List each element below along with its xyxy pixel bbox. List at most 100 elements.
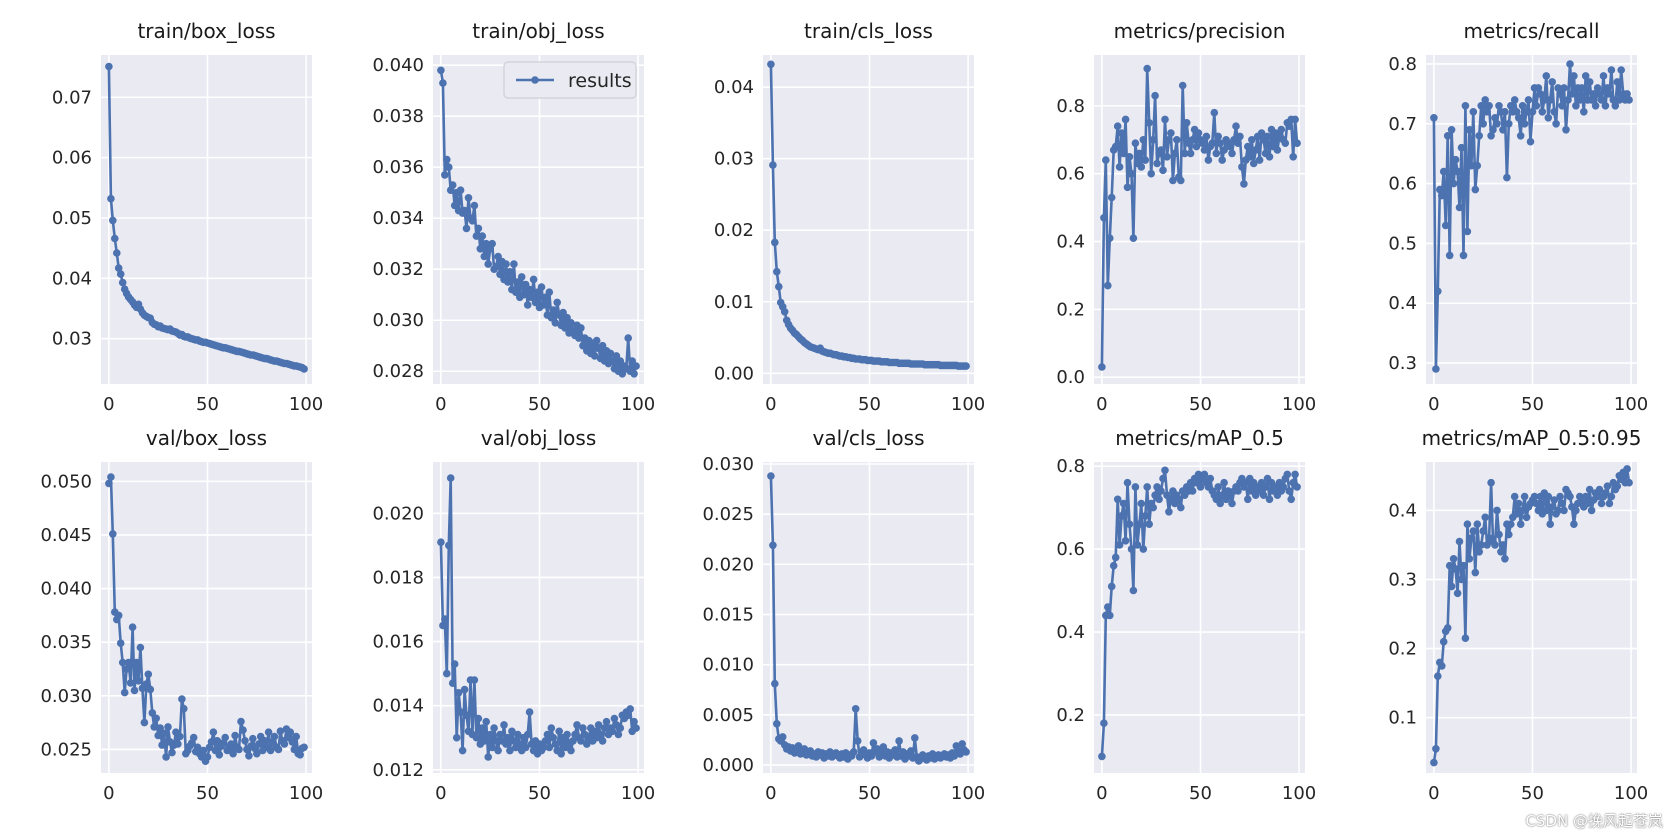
data-point — [213, 737, 222, 745]
data-point — [215, 751, 224, 759]
data-point — [260, 737, 269, 745]
data-point — [551, 319, 560, 327]
data-point — [1520, 492, 1529, 501]
data-point — [1562, 126, 1570, 134]
x-tick-label: 50 — [1521, 783, 1544, 804]
data-point — [1471, 185, 1480, 194]
data-point — [1143, 64, 1151, 73]
data-point — [1459, 251, 1468, 260]
data-point — [1445, 561, 1454, 570]
data-point — [270, 732, 279, 741]
data-point — [1585, 485, 1594, 494]
data-point — [476, 245, 485, 253]
data-point — [1287, 495, 1295, 504]
data-point — [573, 721, 581, 729]
data-point — [602, 717, 611, 726]
panel-train-obj-loss: 0 50 100 0.028 0.030 0.032 0.034 0.036 0.038 0.04… — [372, 19, 655, 415]
data-point — [1597, 499, 1606, 508]
data-point — [1188, 487, 1197, 495]
x-tick-label: 0 — [1096, 394, 1107, 415]
data-point — [1455, 537, 1464, 546]
x-tick-label: 100 — [1614, 783, 1648, 804]
data-point — [563, 730, 571, 739]
data-point — [891, 746, 899, 754]
data-point — [1507, 520, 1515, 528]
data-point — [1493, 120, 1501, 128]
data-point — [583, 740, 591, 748]
data-point — [1570, 520, 1578, 528]
data-point — [276, 727, 285, 735]
data-point — [164, 723, 172, 731]
data-point — [1447, 582, 1456, 591]
y-tick-label: 0.038 — [372, 106, 424, 127]
data-point — [1248, 136, 1256, 144]
data-point — [911, 734, 919, 742]
data-point — [1111, 142, 1120, 151]
data-point — [1196, 483, 1205, 491]
data-point — [209, 728, 218, 736]
data-point — [1234, 487, 1242, 495]
data-point — [1257, 129, 1266, 137]
data-point — [1447, 126, 1456, 134]
data-point — [1109, 561, 1118, 570]
data-point — [1558, 102, 1566, 110]
data-point — [1507, 102, 1515, 110]
data-point — [107, 194, 115, 203]
data-point — [1244, 495, 1252, 504]
x-tick-label: 100 — [1614, 394, 1648, 415]
data-point — [767, 472, 775, 480]
data-point — [1503, 173, 1511, 182]
data-point — [496, 730, 504, 739]
data-point — [168, 748, 176, 757]
data-point — [1200, 470, 1209, 479]
data-point — [1534, 84, 1543, 92]
data-point — [769, 541, 777, 550]
y-tick-label: 0.04 — [52, 268, 92, 289]
data-point — [199, 746, 208, 755]
data-point — [1202, 132, 1211, 141]
data-point — [500, 721, 508, 729]
panel-val-box-loss: 0 50 100 0.025 0.030 0.035 0.040 0.045 0.050 val/… — [40, 426, 323, 804]
data-point — [116, 270, 125, 278]
data-point — [266, 746, 275, 755]
data-point — [1581, 72, 1590, 80]
data-point — [1613, 78, 1622, 86]
data-point — [1129, 586, 1138, 595]
series-line — [439, 70, 638, 376]
data-point — [1178, 81, 1187, 90]
data-point — [632, 362, 640, 370]
data-point — [1473, 520, 1482, 528]
data-point — [1522, 513, 1531, 522]
y-tick-label: 0.8 — [1056, 96, 1085, 117]
data-point — [439, 621, 447, 630]
data-point — [519, 290, 528, 299]
data-point — [1510, 96, 1519, 104]
data-point — [109, 530, 117, 538]
data-point — [1291, 470, 1299, 479]
data-point — [1430, 114, 1438, 122]
data-point — [851, 705, 860, 713]
data-point — [1098, 363, 1106, 371]
data-point — [130, 686, 139, 695]
data-point — [1153, 159, 1161, 168]
data-point — [446, 474, 455, 482]
data-point — [1546, 520, 1554, 528]
data-point — [1228, 149, 1236, 158]
data-point — [229, 749, 237, 758]
y-tick-label: 0.020 — [372, 503, 424, 524]
data-point — [1453, 589, 1462, 598]
data-point — [1607, 66, 1616, 74]
data-point — [1558, 499, 1566, 508]
data-point — [1098, 752, 1106, 761]
data-point — [478, 232, 487, 240]
data-point — [630, 370, 638, 378]
data-point — [1113, 122, 1122, 130]
data-point — [1283, 470, 1292, 479]
data-point — [462, 224, 471, 233]
data-point — [577, 737, 585, 745]
x-tick-label: 50 — [1189, 783, 1212, 804]
data-point — [146, 685, 155, 694]
y-tick-label: 0.01 — [714, 292, 754, 313]
data-point — [468, 217, 477, 225]
data-point — [140, 718, 149, 727]
